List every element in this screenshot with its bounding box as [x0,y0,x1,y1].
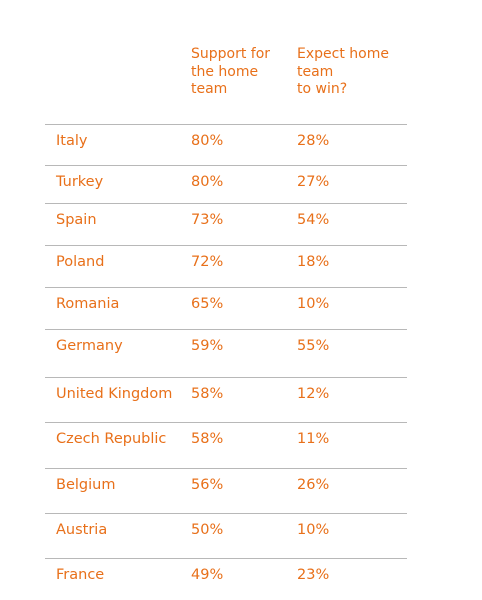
country-cell: Belgium [56,477,116,493]
header-support-line-1: Support for [191,46,271,62]
support-cell: 50% [191,522,224,538]
header-expect-line-3: to win? [297,81,348,97]
support-cell: 73% [191,212,224,228]
expect-cell: 10% [297,522,330,538]
table-row: France 49% 23% [45,558,407,599]
country-cell: Spain [56,212,97,228]
table-row: Italy 80% 28% [45,124,407,166]
table-row: Czech Republic 58% 11% [45,422,407,469]
expect-cell: 10% [297,296,330,312]
support-cell: 56% [191,477,224,493]
country-cell: Czech Republic [56,431,167,447]
support-cell: 65% [191,296,224,312]
country-cell: Romania [56,296,120,312]
expect-cell: 55% [297,338,330,354]
expect-cell: 11% [297,431,330,447]
table-header: Support for the home team Expect home te… [0,46,482,106]
expect-cell: 12% [297,386,330,402]
expect-cell: 23% [297,567,330,583]
support-cell: 58% [191,431,224,447]
country-cell: Italy [56,133,88,149]
table-row: Poland 72% 18% [45,245,407,288]
table-row: Romania 65% 10% [45,287,407,330]
table-row: Belgium 56% 26% [45,468,407,514]
expect-cell: 28% [297,133,330,149]
table-row: Austria 50% 10% [45,513,407,559]
header-expect: Expect home team to win? [297,46,389,99]
support-cell: 58% [191,386,224,402]
support-cell: 49% [191,567,224,583]
expect-cell: 27% [297,174,330,190]
country-cell: Germany [56,338,123,354]
country-cell: Austria [56,522,108,538]
country-cell: France [56,567,105,583]
support-cell: 72% [191,254,224,270]
country-cell: Turkey [56,174,104,190]
header-expect-line-2: team [297,63,334,80]
header-support-line-3: team [191,81,228,97]
header-support: Support for the home team [191,46,270,99]
expect-cell: 18% [297,254,330,270]
support-cell: 59% [191,338,224,354]
support-cell: 80% [191,133,224,149]
expect-cell: 26% [297,477,330,493]
table-row: Spain 73% 54% [45,203,407,246]
header-support-line-2: the home [191,63,259,80]
support-cell: 80% [191,174,224,190]
expect-cell: 54% [297,212,330,228]
table-row: Germany 59% 55% [45,329,407,378]
country-cell: Poland [56,254,105,270]
table-row: Turkey 80% 27% [45,165,407,204]
country-cell: United Kingdom [56,386,173,402]
header-expect-line-1: Expect home [297,46,389,62]
table-row: United Kingdom 58% 12% [45,377,407,423]
